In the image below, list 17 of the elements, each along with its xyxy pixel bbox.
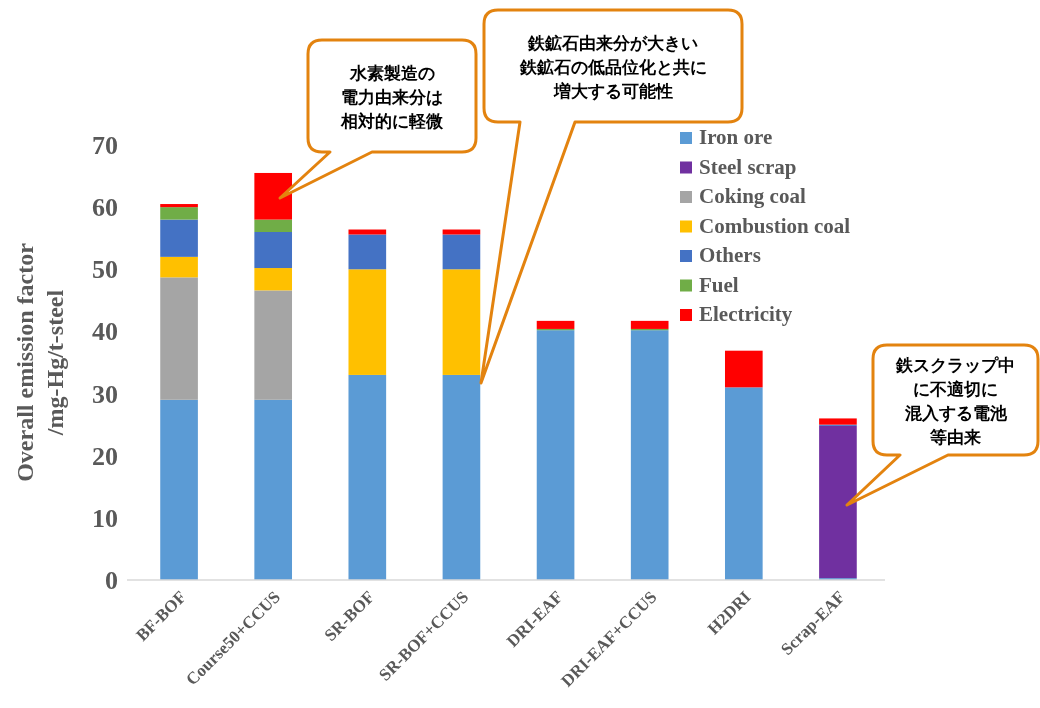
y-tick-label: 30 (92, 379, 118, 409)
y-tick-label: 70 (92, 131, 118, 160)
y-axis-title: Overall emission factor /mg-Hg/t-steel (12, 242, 68, 482)
y-tick-label: 20 (92, 441, 118, 471)
y-tick-label: 10 (92, 503, 118, 533)
legend-label: Coking coal (699, 184, 806, 208)
y-tick-label: 50 (92, 255, 118, 285)
y-tick-label: 0 (105, 566, 118, 595)
legend-label: Electricity (699, 302, 793, 326)
legend-label: Iron ore (699, 125, 773, 149)
legend-label: Combustion coal (699, 213, 851, 238)
legend-label: Fuel (699, 272, 739, 297)
y-tick-label: 40 (92, 317, 118, 347)
text: 鉄鉱石由来分が大きい鉄鉱石の低品位化と共に増大する可能性 (518, 33, 707, 101)
legend-label: Others (699, 243, 761, 267)
legend-label: Steel scrap (699, 154, 797, 179)
y-tick-label: 60 (92, 193, 118, 223)
